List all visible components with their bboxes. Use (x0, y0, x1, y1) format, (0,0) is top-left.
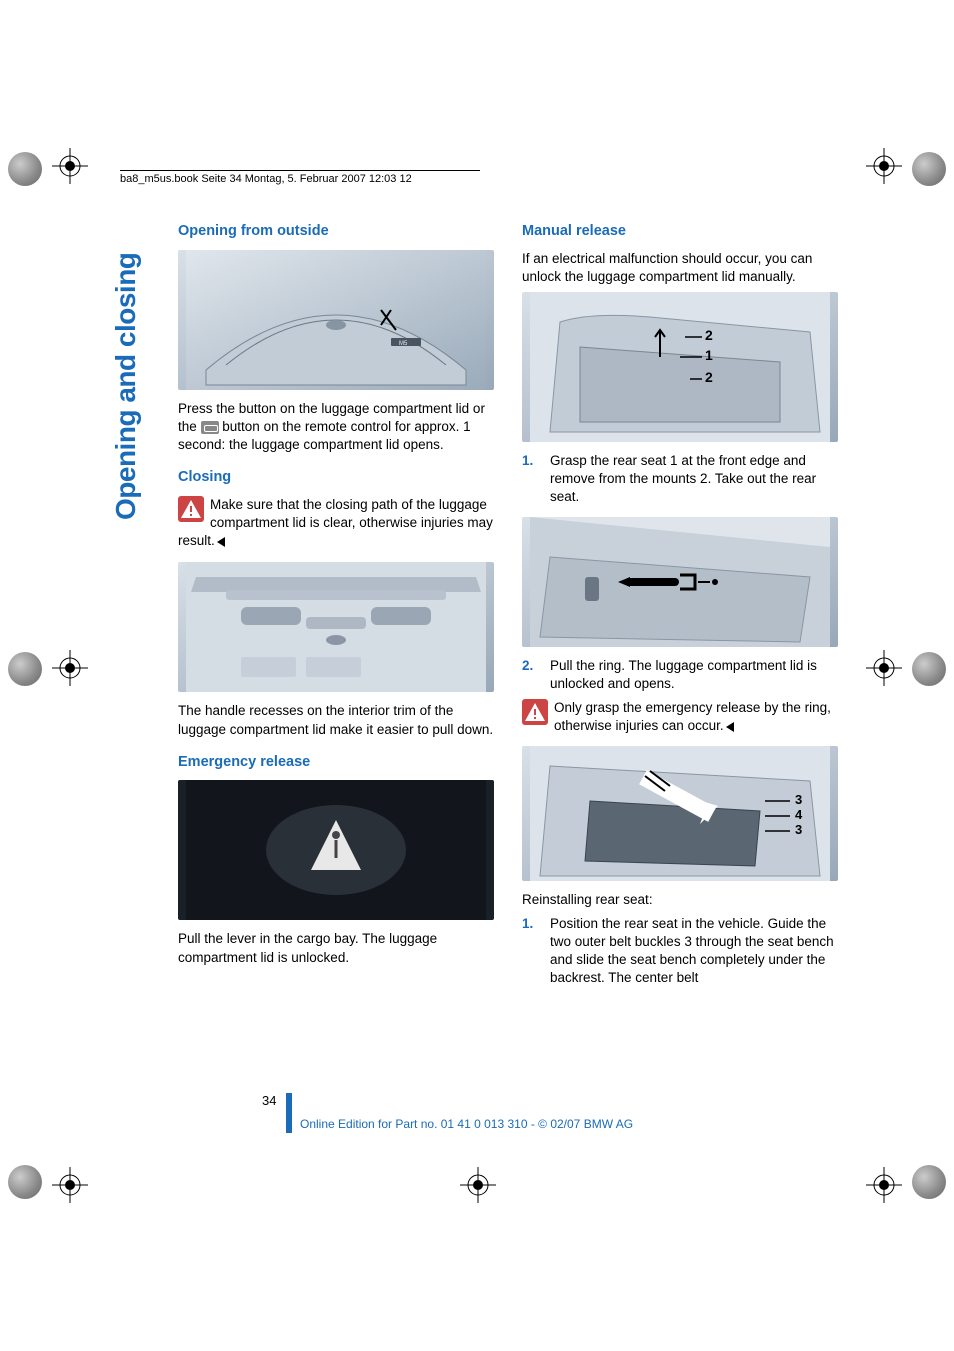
step-number: 2. (522, 657, 540, 693)
page-number-bar (286, 1093, 292, 1133)
crop-mark-icon (866, 1167, 902, 1203)
end-mark-icon (217, 537, 225, 547)
register-dot-icon (912, 152, 946, 186)
figure-rear-seat-remove: 2 1 2 (522, 292, 838, 442)
crop-mark-icon (866, 148, 902, 184)
svg-text:3: 3 (795, 792, 802, 807)
para-pull-lever: Pull the lever in the cargo bay. The lug… (178, 930, 494, 966)
para-press: Press the button on the luggage compartm… (178, 400, 494, 455)
register-dot-icon (8, 652, 42, 686)
text-fragment: button on the remote control for approx.… (178, 419, 471, 452)
heading-closing: Closing (178, 468, 494, 488)
step-text: Pull the ring. The luggage compartment l… (550, 657, 838, 693)
content-area: Opening from outside M5 Press the button… (178, 222, 838, 992)
figure-trunk-outside: M5 (178, 250, 494, 390)
figure-emergency-release (178, 780, 494, 920)
end-mark-icon (726, 722, 734, 732)
print-header: ba8_m5us.book Seite 34 Montag, 5. Februa… (120, 170, 480, 185)
warning-icon (178, 496, 204, 522)
register-dot-icon (8, 1165, 42, 1199)
step-text: Grasp the rear seat 1 at the front edge … (550, 452, 838, 507)
figure-reinstall-seat: 3 4 3 (522, 746, 838, 881)
section-tab: Opening and closing (106, 220, 146, 520)
step-2: 2. Pull the ring. The luggage compartmen… (522, 657, 838, 693)
step-number: 1. (522, 452, 540, 507)
figure-pull-ring (522, 517, 838, 647)
register-dot-icon (8, 152, 42, 186)
footer-text: Online Edition for Part no. 01 41 0 013 … (300, 1117, 633, 1131)
svg-text:4: 4 (795, 807, 803, 822)
text-fragment: Grasp the rear seat 1 at the front edge … (550, 453, 816, 504)
warning-text: Only grasp the emergency release by the … (554, 700, 831, 733)
right-column: Manual release If an electrical malfunct… (522, 222, 838, 992)
warning-block: Make sure that the closing path of the l… (178, 496, 494, 551)
warning-text: Make sure that the closing path of the l… (178, 497, 493, 548)
heading-opening: Opening from outside (178, 222, 494, 242)
step-reinstall-1: 1. Position the rear seat in the vehicle… (522, 915, 838, 988)
figure-trunk-inside (178, 562, 494, 692)
crop-mark-icon (460, 1167, 496, 1203)
para-handle: The handle recesses on the interior trim… (178, 702, 494, 738)
step-text: Position the rear seat in the vehicle. G… (550, 915, 838, 988)
crop-mark-icon (52, 650, 88, 686)
heading-emergency: Emergency release (178, 753, 494, 773)
svg-text:2: 2 (705, 369, 713, 385)
crop-mark-icon (52, 148, 88, 184)
step-number: 1. (522, 915, 540, 988)
svg-text:M5: M5 (399, 341, 408, 347)
heading-manual: Manual release (522, 222, 838, 242)
crop-mark-icon (866, 650, 902, 686)
svg-text:1: 1 (705, 347, 713, 363)
warning-icon (522, 699, 548, 725)
page-number: 34 (262, 1093, 276, 1108)
para-malfunction: If an electrical malfunction should occu… (522, 250, 838, 286)
remote-button-icon (201, 421, 219, 434)
para-reinstall-heading: Reinstalling rear seat: (522, 891, 838, 909)
register-dot-icon (912, 652, 946, 686)
warning-block: Only grasp the emergency release by the … (522, 699, 838, 735)
svg-text:3: 3 (795, 822, 802, 837)
svg-text:2: 2 (705, 327, 713, 343)
page: ba8_m5us.book Seite 34 Montag, 5. Februa… (0, 0, 954, 1351)
step-1: 1. Grasp the rear seat 1 at the front ed… (522, 452, 838, 507)
left-column: Opening from outside M5 Press the button… (178, 222, 494, 992)
crop-mark-icon (52, 1167, 88, 1203)
register-dot-icon (912, 1165, 946, 1199)
